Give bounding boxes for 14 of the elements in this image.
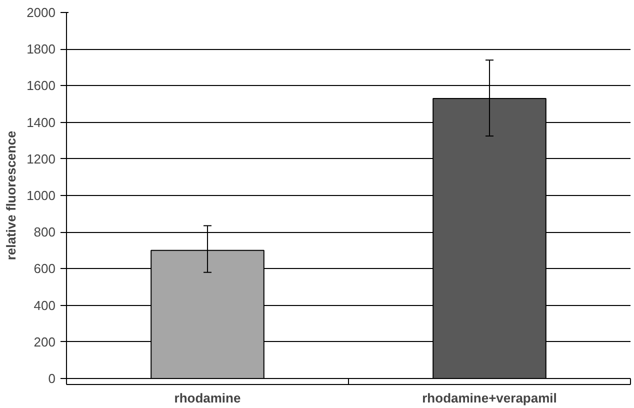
y-axis-title: relative fluorescence [4, 130, 19, 260]
y-tick-label: 1400 [26, 114, 56, 130]
x-tick-label: rhodamine+verapamil [422, 390, 557, 406]
y-tick-label: 1600 [26, 78, 56, 94]
y-tick-label: 1000 [26, 188, 56, 203]
y-tick-label: 1200 [26, 151, 56, 166]
y-tick-label: 800 [34, 224, 56, 240]
y-tick-label: 0 [48, 371, 56, 386]
y-tick-label: 200 [34, 334, 56, 350]
y-tick-label: 600 [34, 261, 56, 276]
y-tick-label: 400 [34, 298, 56, 313]
y-tick-label: 1800 [26, 42, 56, 57]
y-tick-label: 2000 [26, 5, 56, 20]
x-tick-label: rhodamine [174, 390, 241, 406]
